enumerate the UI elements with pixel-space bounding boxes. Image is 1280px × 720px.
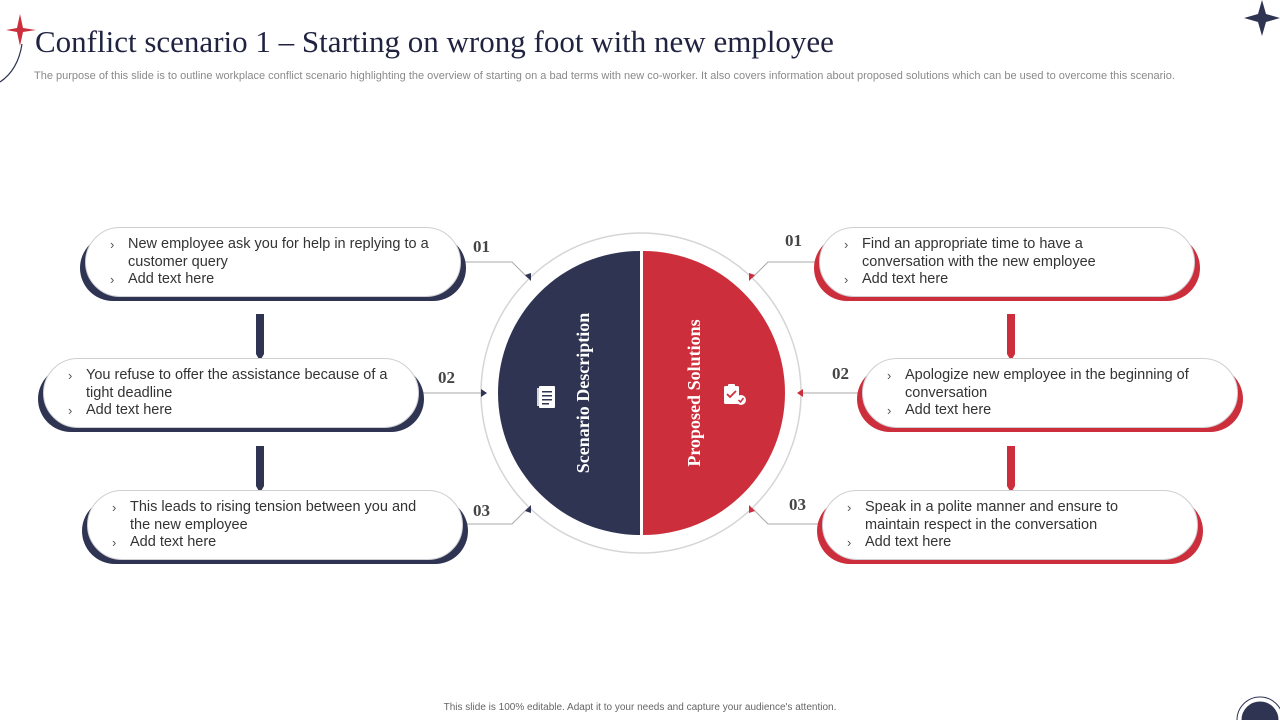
scenario-connector-2	[256, 446, 264, 493]
chevron-right-icon: ›	[68, 368, 73, 383]
solution-number-02: 02	[832, 364, 849, 383]
corner-badge	[1238, 698, 1280, 720]
clipboard-check-icon	[724, 384, 746, 405]
scenario-card-01: › New employee ask you for help in replyi…	[80, 227, 466, 301]
chevron-right-icon: ›	[110, 272, 115, 287]
chevron-right-icon: ›	[110, 237, 115, 252]
star-right-icon	[1244, 0, 1280, 36]
connector-left-03	[462, 507, 529, 525]
list-item: › Add text here	[847, 534, 952, 550]
document-icon	[537, 386, 555, 408]
list-item: › Find an appropriate time to have a conv…	[844, 236, 1096, 270]
scenario-half	[498, 251, 640, 535]
solutions-half	[643, 251, 785, 535]
scenario-number-03: 03	[473, 501, 490, 520]
list-item: › Apologize new employee in the beginning…	[887, 367, 1189, 401]
page-title: Conflict scenario 1 – Starting on wrong …	[35, 24, 834, 59]
chevron-right-icon: ›	[112, 500, 117, 515]
scenario-number-02: 02	[438, 368, 455, 387]
list-item: › New employee ask you for help in replyi…	[110, 236, 429, 270]
chevron-right-icon: ›	[887, 368, 892, 383]
chevron-right-icon: ›	[68, 403, 73, 418]
solution-card-01: › Find an appropriate time to have a conv…	[814, 227, 1200, 301]
solution-card-02: › Apologize new employee in the beginning…	[857, 358, 1243, 432]
chevron-right-icon: ›	[112, 535, 117, 550]
list-item: › Add text here	[110, 271, 215, 287]
scenario-connector-1	[256, 314, 264, 361]
solution-number-01: 01	[785, 231, 802, 250]
star-left-icon	[6, 14, 36, 46]
solution-card-03: › Speak in a polite manner and ensure to …	[817, 490, 1203, 564]
list-item: › Speak in a polite manner and ensure to …	[847, 499, 1119, 533]
proposed-solutions-label: Proposed Solutions	[684, 319, 704, 467]
scenario-card-02: › You refuse to offer the assistance beca…	[38, 358, 424, 432]
list-item: › This leads to rising tension between yo…	[112, 499, 417, 533]
list-item: › Add text here	[887, 402, 992, 418]
scenario-number-01: 01	[473, 237, 490, 256]
scenario-description-label: Scenario Description	[573, 312, 593, 474]
solution-number-03: 03	[789, 495, 806, 514]
chevron-right-icon: ›	[887, 403, 892, 418]
connector-right-01	[751, 261, 818, 279]
chevron-right-icon: ›	[847, 500, 852, 515]
page-subtitle: The purpose of this slide is to outline …	[34, 70, 1175, 82]
list-item: › You refuse to offer the assistance beca…	[68, 367, 388, 401]
connector-right-03	[751, 507, 818, 525]
chevron-right-icon: ›	[844, 272, 849, 287]
arc-left-decoration	[0, 43, 23, 83]
scenario-card-03: › This leads to rising tension between yo…	[82, 490, 468, 564]
list-item: › Add text here	[112, 534, 217, 550]
chevron-right-icon: ›	[844, 237, 849, 252]
list-item: › Add text here	[68, 402, 173, 418]
solution-connector-2	[1007, 446, 1015, 493]
footer-note: This slide is 100% editable. Adapt it to…	[443, 702, 837, 713]
chevron-right-icon: ›	[847, 535, 852, 550]
list-item: › Add text here	[844, 271, 949, 287]
solution-connector-1	[1007, 314, 1015, 361]
connector-left-01	[462, 261, 529, 279]
